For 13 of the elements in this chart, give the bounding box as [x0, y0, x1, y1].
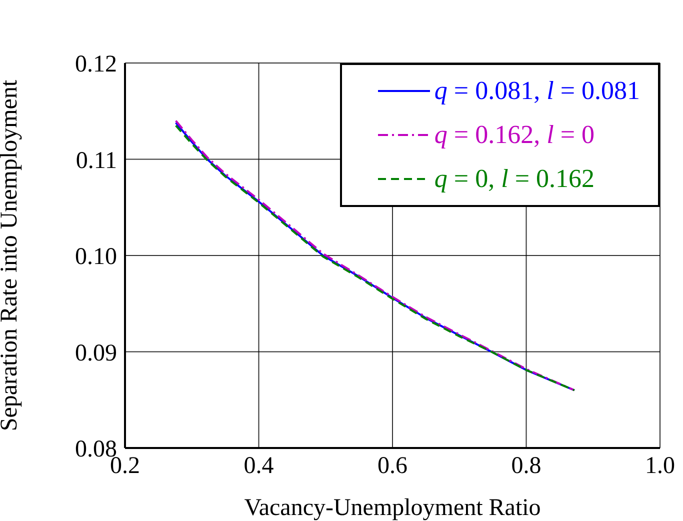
x-axis-title: Vacancy-Unemployment Ratio — [244, 495, 541, 521]
y-tick-label: 0.11 — [76, 148, 117, 174]
y-axis-title: Separation Rate into Unemployment — [0, 80, 23, 432]
x-tick-label: 0.6 — [378, 453, 408, 480]
legend-label: q = 0.081, l = 0.081 — [434, 76, 640, 105]
y-tick-label: 0.12 — [75, 52, 117, 78]
legend-label: q = 0.162, l = 0 — [434, 120, 594, 149]
y-tick-label: 0.10 — [75, 244, 117, 270]
x-tick-label: 1.0 — [645, 453, 675, 480]
x-tick-label: 0.8 — [511, 453, 542, 480]
x-tick-label: 0.4 — [244, 453, 274, 480]
legend-label: q = 0, l = 0.162 — [434, 164, 594, 193]
y-tick-label: 0.09 — [75, 340, 117, 366]
